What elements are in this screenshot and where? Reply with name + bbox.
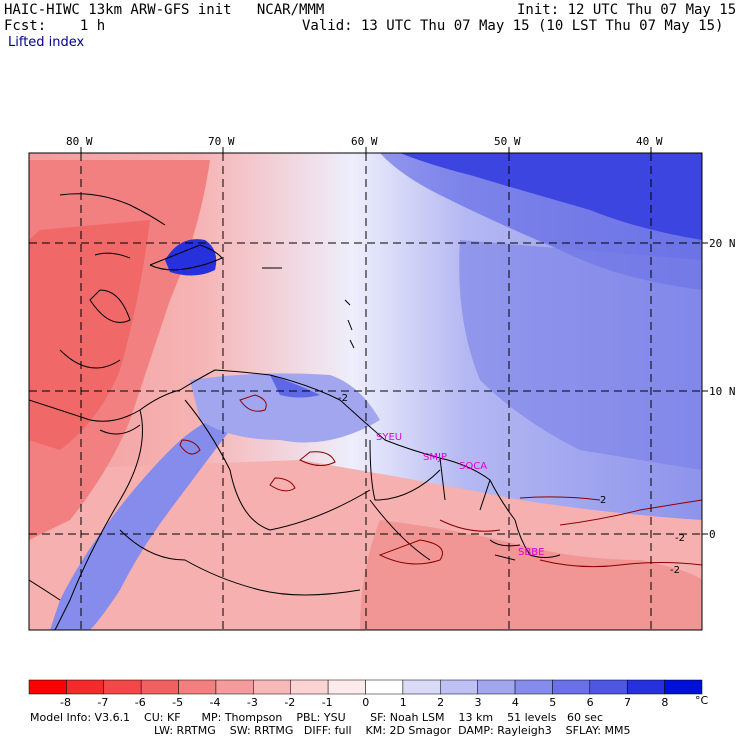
colorbar-swatch — [440, 679, 478, 695]
colorbar-swatch — [514, 679, 553, 695]
station-label-soca: SOCA — [459, 461, 487, 472]
colorbar-swatch — [28, 679, 67, 695]
station-label-smjp: SMJP — [423, 452, 447, 463]
colorbar-swatch — [253, 679, 291, 695]
colorbar-tick-label: 0 — [362, 696, 370, 709]
station-label-syeu: SYEU — [376, 432, 402, 443]
field-name: Lifted index — [8, 35, 85, 50]
init-time: Init: 12 UTC Thu 07 May 15 — [517, 2, 737, 18]
colorbar-swatch — [327, 679, 366, 695]
lon-label: 50 W — [494, 135, 521, 148]
colorbar-swatch — [140, 679, 179, 695]
contour-label: -2 — [675, 533, 685, 544]
colorbar-tick-label: -6 — [134, 696, 146, 709]
colorbar-tick-label: -7 — [97, 696, 109, 709]
coastlines — [29, 193, 561, 630]
colorbar-unit: °C — [695, 694, 709, 707]
colorbar-swatch — [178, 679, 217, 695]
contour-value-labels: -2 2 -2 -2 — [338, 393, 685, 576]
lon-label: 60 W — [351, 135, 378, 148]
colorbar-tick-label: 5 — [549, 696, 557, 709]
colorbar-swatch — [365, 679, 404, 695]
colorbar-tick-label: 8 — [661, 696, 669, 709]
lat-lon-grid — [29, 153, 702, 630]
colorbar-tick-label: -8 — [59, 696, 71, 709]
model-info-line: Model Info: V3.6.1 CU: KF MP: Thompson P… — [30, 711, 603, 724]
lat-label: 0 — [709, 528, 716, 541]
contour-label: -2 — [338, 393, 348, 404]
colorbar-tick-label: 7 — [624, 696, 632, 709]
colorbar-tick-label: -4 — [209, 696, 221, 709]
colorbar-tick-label: -5 — [172, 696, 184, 709]
colorbar-tick-label: 3 — [474, 696, 482, 709]
colorbar — [28, 679, 703, 695]
contour-lines-dark — [59, 289, 141, 435]
contour-label: -2 — [670, 565, 680, 576]
colorbar-swatch — [589, 679, 628, 695]
colorbar-tick-label: 1 — [399, 696, 407, 709]
model-title: HAIC-HIWC 13km ARW-GFS init NCAR/MMM — [4, 2, 325, 18]
colorbar-tick-label: -1 — [321, 696, 333, 709]
colorbar-tick-label: 2 — [437, 696, 445, 709]
contour-lines — [179, 394, 702, 568]
colorbar-swatch — [626, 679, 665, 695]
colorbar-tick-label: -2 — [284, 696, 296, 709]
forecast-hour: Fcst: 1 h — [4, 18, 106, 34]
colorbar-swatch — [103, 679, 142, 695]
colorbar-swatch — [215, 679, 254, 695]
lon-labels: 80 W 70 W 60 W 50 W 40 W — [66, 135, 663, 148]
axis-ticks — [80, 147, 708, 535]
colorbar-tick-label: -3 — [246, 696, 258, 709]
station-label-sbbe: SBBE — [518, 547, 544, 558]
lon-label: 40 W — [636, 135, 663, 148]
colorbar-tick-label: 6 — [586, 696, 594, 709]
colorbar-swatch — [552, 679, 591, 695]
colorbar-swatch — [66, 679, 105, 695]
colorbar-tick-label: 4 — [511, 696, 519, 709]
colorbar-swatch — [402, 679, 441, 695]
lat-labels: 20 N 10 N 0 — [709, 237, 736, 541]
valid-time: Valid: 13 UTC Thu 07 May 15 (10 LST Thu … — [302, 18, 724, 34]
colorbar-swatch — [664, 679, 703, 695]
station-labels: SYEU SMJP SOCA SBBE — [376, 432, 544, 558]
colorbar-swatch — [477, 679, 516, 695]
contour-label: 2 — [600, 495, 606, 506]
physics-info-line: LW: RRTMG SW: RRTMG DIFF: full KM: 2D Sm… — [154, 724, 631, 737]
lat-label: 20 N — [709, 237, 736, 250]
lon-label: 70 W — [208, 135, 235, 148]
lat-label: 10 N — [709, 385, 736, 398]
colorbar-swatch — [290, 679, 329, 695]
lon-label: 80 W — [66, 135, 93, 148]
